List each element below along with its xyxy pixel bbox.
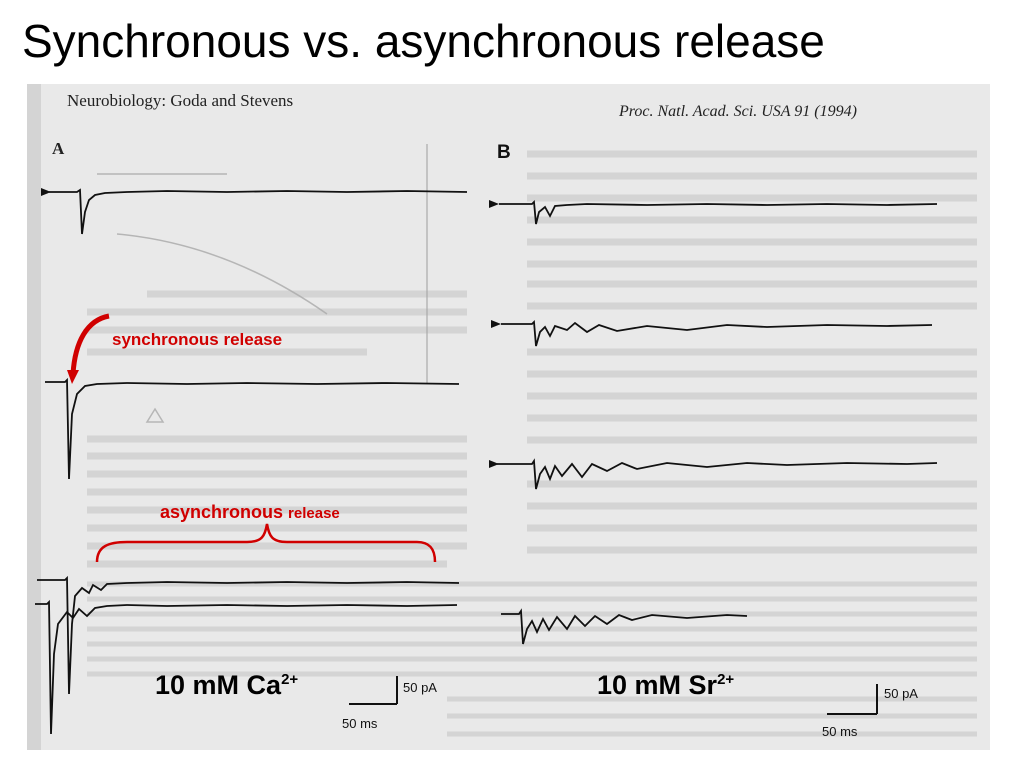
strontium-label-base: 10 mM Sr — [597, 670, 718, 700]
scalebar-left-current: 50 pA — [403, 680, 437, 695]
scalebar-right-current: 50 pA — [884, 686, 918, 701]
scanned-figure: Neurobiology: Goda and Stevens Proc. Nat… — [27, 84, 990, 750]
trace-ca-1 — [49, 188, 468, 235]
trace-sr-1 — [499, 200, 938, 225]
scalebar-right — [827, 684, 878, 715]
strontium-label-sup: 2+ — [717, 671, 735, 688]
scalebar-right-time: 50 ms — [822, 724, 858, 739]
slide-title: Synchronous vs. asynchronous release — [22, 15, 825, 67]
asynchronous-release-label: asynchronous release — [160, 502, 340, 523]
synchronous-arrow — [67, 313, 110, 384]
trace-ca-3 — [37, 575, 460, 695]
release-word: release — [288, 505, 340, 522]
trace-ca-4 — [35, 599, 458, 735]
trace-sr-4 — [501, 608, 748, 645]
asynchronous-brace — [95, 523, 437, 563]
strontium-condition-label: 10 mM Sr2+ — [597, 670, 734, 701]
strontium-traces — [489, 200, 938, 645]
calcium-traces — [35, 188, 468, 735]
calcium-condition-label: 10 mM Ca2+ — [155, 670, 298, 701]
panel-a-label: A — [52, 139, 65, 158]
asynchronous-word: asynchronous — [160, 502, 284, 522]
figure-scan-graphic: Neurobiology: Goda and Stevens Proc. Nat… — [27, 84, 990, 750]
synchronous-release-label: synchronous release — [112, 330, 283, 349]
trace-sr-2 — [501, 319, 933, 347]
scalebar-left — [349, 676, 398, 705]
calcium-label-base: 10 mM Ca — [155, 670, 282, 700]
trace-sr-3 — [497, 458, 938, 490]
trace-ca-2 — [45, 377, 460, 480]
paper-header-left: Neurobiology: Goda and Stevens — [67, 91, 293, 110]
panel-b-label: B — [497, 142, 511, 163]
calcium-label-sup: 2+ — [281, 671, 299, 688]
scalebar-left-time: 50 ms — [342, 716, 378, 731]
paper-header-right: Proc. Natl. Acad. Sci. USA 91 (1994) — [618, 103, 857, 120]
